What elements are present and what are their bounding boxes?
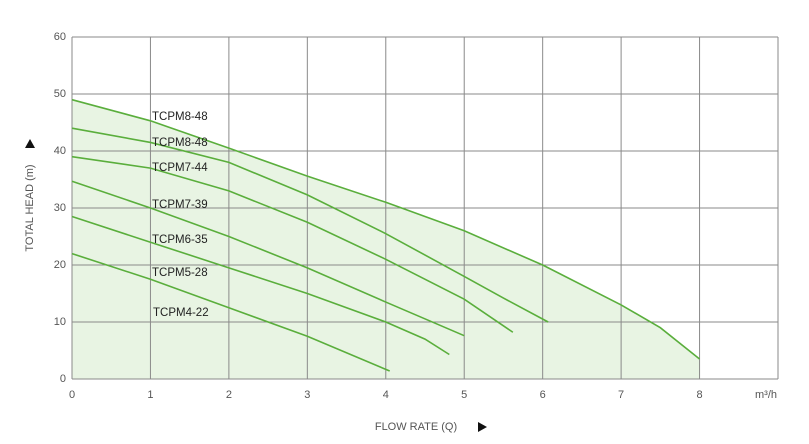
y-tick-label: 40 — [54, 145, 66, 157]
curve-label: TCPM8-48 — [152, 137, 208, 149]
x-tick-label: 3 — [304, 389, 310, 401]
curve-label: TCPM8-48 — [152, 111, 208, 123]
y-tick-label: 30 — [54, 202, 66, 214]
curve-label: TCPM4-22 — [153, 307, 209, 319]
x-tick-label: 5 — [461, 389, 467, 401]
curve-label: TCPM5-28 — [152, 267, 208, 279]
x-tick-label: 7 — [618, 389, 624, 401]
curve-label: TCPM6-35 — [152, 234, 208, 246]
curve-label: TCPM7-44 — [152, 162, 208, 174]
y-tick-label: 20 — [54, 259, 66, 271]
curve — [71, 252, 391, 372]
x-tick-label: 0 — [69, 389, 75, 401]
curve-label: TCPM7-39 — [152, 199, 208, 211]
y-tick-label: 0 — [60, 373, 66, 385]
x-axis-label: FLOW RATE (Q) — [375, 421, 457, 433]
y-arrow — [25, 139, 35, 148]
x-arrow — [478, 422, 487, 432]
curve — [71, 127, 549, 323]
curve — [71, 180, 465, 337]
x-tick-label: 2 — [226, 389, 232, 401]
y-tick-label: 10 — [54, 316, 66, 328]
x-tick-label: 4 — [383, 389, 389, 401]
curve — [71, 155, 514, 333]
y-tick-label: 50 — [54, 88, 66, 100]
x-tick-label: 8 — [696, 389, 702, 401]
y-axis-label: TOTAL HEAD (m) — [24, 164, 36, 251]
x-tick-label: 6 — [540, 389, 546, 401]
x-tick-label: 1 — [147, 389, 153, 401]
curve — [71, 215, 450, 356]
x-unit: m³/h — [755, 389, 777, 401]
y-tick-label: 60 — [54, 31, 66, 43]
curve — [71, 98, 701, 360]
